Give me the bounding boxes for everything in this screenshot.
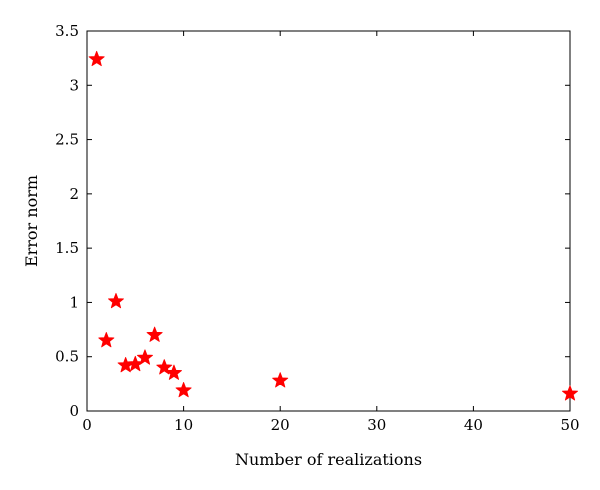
- data-point-star: [561, 385, 579, 401]
- y-tick-label: 1.5: [55, 239, 79, 257]
- x-tick-label: 50: [560, 416, 579, 434]
- x-tick-label: 30: [367, 416, 386, 434]
- y-tick-label: 0.5: [55, 348, 79, 366]
- plot-frame: [86, 30, 571, 412]
- y-tick-label: 0: [69, 402, 79, 420]
- x-axis-title: Number of realizations: [235, 450, 422, 469]
- data-point-star: [165, 364, 182, 380]
- x-tick-label: 10: [174, 416, 193, 434]
- data-point-star: [272, 372, 289, 388]
- y-axis-title: Error norm: [22, 175, 41, 267]
- data-point-star: [175, 381, 192, 398]
- x-tick-label: 20: [271, 416, 290, 434]
- data-point-star: [136, 349, 153, 365]
- data-point-star: [107, 292, 124, 309]
- y-tick-label: 1: [69, 293, 79, 311]
- y-tick-label: 3.5: [55, 22, 79, 40]
- y-tick-label: 3: [69, 76, 79, 94]
- y-tick-label: 2: [69, 185, 79, 203]
- data-point-star: [98, 332, 115, 348]
- y-tick-label: 2.5: [55, 131, 79, 149]
- data-point-star: [156, 359, 173, 375]
- data-point-star: [88, 50, 105, 67]
- x-tick-label: 0: [82, 416, 92, 434]
- data-point-star: [146, 326, 163, 342]
- plot-area: 0 10 20 30 40 50 0 0.5 1 1.5 2 2.5 3 3.5: [55, 22, 579, 434]
- x-tick-label: 40: [464, 416, 483, 434]
